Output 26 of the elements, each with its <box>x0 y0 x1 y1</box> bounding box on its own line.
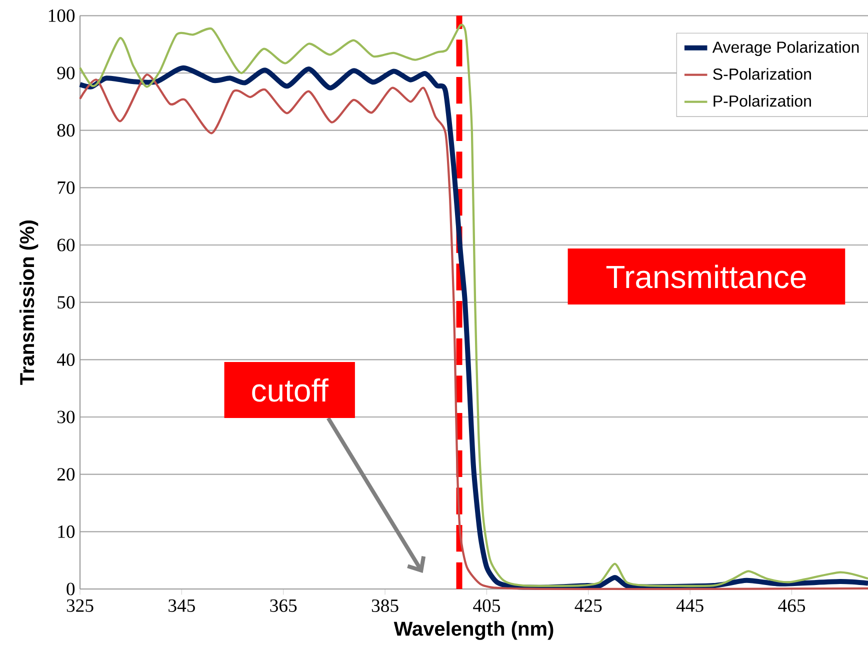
y-axis-title: Transmission (%) <box>19 220 38 385</box>
x-tick-label: 445 <box>676 599 704 612</box>
x-tick-label: 325 <box>66 599 94 612</box>
y-tick-label: 30 <box>58 410 75 424</box>
x-tick-label: 365 <box>270 599 297 612</box>
x-tick-label: 425 <box>574 599 602 612</box>
y-tick-label: 60 <box>57 238 75 252</box>
x-tick-label: 465 <box>778 599 806 612</box>
y-tick-label: 100 <box>48 9 75 22</box>
y-tick-label: 0 <box>66 582 75 596</box>
x-axis-title: Wavelength (nm) <box>394 620 554 640</box>
legend-label: Average Polarization <box>712 40 859 56</box>
y-tick-label: 20 <box>57 468 75 480</box>
x-tick-label: 405 <box>473 599 500 612</box>
legend-label: S-Polarization <box>713 68 811 80</box>
annotation: Transmittance <box>606 264 806 288</box>
x-tick-label: 385 <box>372 599 398 612</box>
annotation: cutoff <box>252 378 328 402</box>
y-tick-label: 40 <box>56 353 75 366</box>
y-tick-label: 70 <box>58 181 75 194</box>
y-tick-label: 80 <box>57 124 75 136</box>
x-tick-label: 345 <box>168 599 195 612</box>
y-tick-label: 50 <box>58 296 75 308</box>
y-tick-label: 10 <box>58 525 75 538</box>
legend-label: P-Polarization <box>714 94 811 107</box>
y-tick-label: 90 <box>57 66 75 80</box>
